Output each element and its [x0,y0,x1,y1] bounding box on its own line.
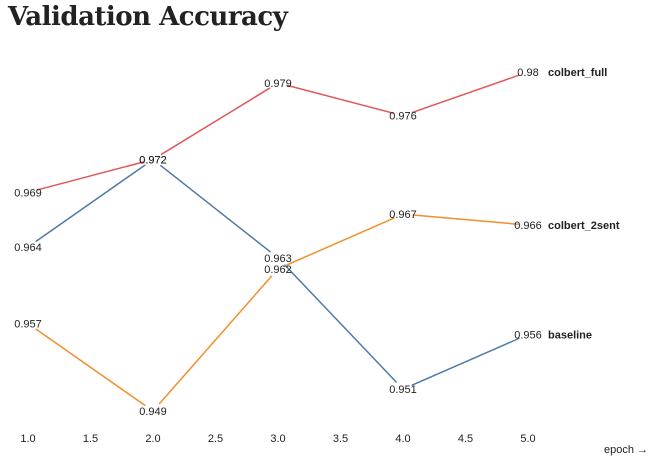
series-segment-baseline-1 [160,164,271,253]
series-name-baseline: baseline [548,330,592,342]
x-tick-label: 4.5 [458,433,473,445]
x-axis-ticks: 1.0 1.5 2.0 2.5 3.0 3.5 4.0 4.5 5.0 [20,433,535,445]
value-label-colbert_2sent-4: 0.966 [514,220,542,232]
x-tick-label: 3.5 [333,433,348,445]
value-label-colbert_full-4: 0.98 [517,67,538,79]
series-segment-colbert_full-1 [160,87,271,156]
value-label-colbert_2sent-0: 0.957 [14,319,42,331]
value-label-colbert_full-3: 0.976 [389,111,417,123]
chart-title: Validation Accuracy [8,2,288,32]
value-label-colbert_full-1: 0.972 [139,155,167,167]
x-axis-label: epoch → [604,444,648,456]
series-lines [35,74,520,407]
x-tick-label: 1.0 [20,433,35,445]
value-labels: 0.9690.9720.9790.9760.980.9570.9490.9620… [14,67,542,418]
series-name-labels: colbert_full colbert_2sent baseline [548,67,620,342]
value-label-baseline-4: 0.956 [514,330,542,342]
value-label-baseline-2: 0.963 [264,253,292,265]
value-label-baseline-0: 0.964 [14,242,42,254]
x-tick-label: 4.0 [395,433,410,445]
value-label-colbert_full-2: 0.979 [264,78,292,90]
value-label-colbert_full-0: 0.969 [14,187,42,199]
value-label-baseline-3: 0.951 [389,384,417,396]
series-name-colbert_full: colbert_full [548,67,607,79]
series-segment-baseline-3 [411,337,520,386]
series-segment-colbert_2sent-2 [286,217,395,266]
value-label-colbert_2sent-2: 0.962 [264,264,292,276]
series-segment-baseline-0 [35,164,146,242]
value-label-colbert_2sent-1: 0.949 [139,406,167,418]
x-tick-label: 1.5 [83,433,98,445]
series-segment-colbert_full-0 [36,161,145,191]
series-segment-colbert_2sent-1 [158,275,273,405]
value-label-baseline-1: 0.972 [139,155,167,167]
x-tick-label: 2.5 [208,433,223,445]
x-tick-label: 3.0 [270,433,285,445]
x-tick-label: 2.0 [145,433,160,445]
series-segment-colbert_2sent-0 [35,328,146,407]
series-segment-colbert_full-2 [286,84,395,114]
series-segment-colbert_full-3 [411,74,520,114]
x-tick-label: 5.0 [520,433,535,445]
series-segment-baseline-2 [284,264,397,383]
series-name-colbert_2sent: colbert_2sent [548,220,620,232]
value-label-colbert_2sent-3: 0.967 [389,209,417,221]
series-segment-colbert_2sent-3 [412,214,519,225]
